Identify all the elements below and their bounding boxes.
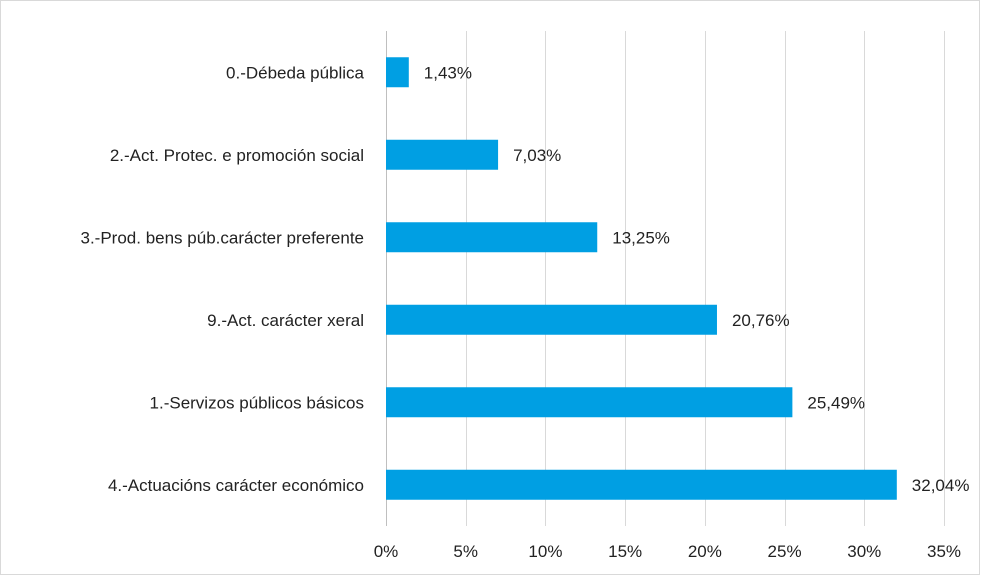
bar (386, 387, 793, 418)
data-label: 20,76% (732, 311, 790, 330)
category-labels: 0.-Débeda pública 2.-Act. Protec. e promo… (81, 63, 365, 495)
x-tick-label: 10% (528, 542, 562, 561)
category-label: 3.-Prod. bens púb.carácter preferente (81, 228, 365, 247)
x-tick-label: 5% (453, 542, 478, 561)
x-tick-label: 0% (374, 542, 399, 561)
data-label: 32,04% (912, 476, 970, 495)
bar (386, 57, 409, 88)
data-label: 25,49% (807, 393, 865, 412)
bar (386, 222, 598, 253)
x-tick-label: 35% (927, 542, 961, 561)
x-tick-label: 15% (608, 542, 642, 561)
bars (386, 57, 897, 500)
bar (386, 304, 717, 335)
category-label: 0.-Débeda pública (226, 63, 365, 82)
data-label: 1,43% (424, 63, 472, 82)
category-label: 2.-Act. Protec. e promoción social (110, 146, 364, 165)
gridlines (386, 31, 945, 526)
x-tick-label: 30% (847, 542, 881, 561)
data-label: 13,25% (612, 228, 670, 247)
bar (386, 139, 499, 170)
x-axis-tick-labels: 0% 5% 10% 15% 20% 25% 30% 35% (374, 542, 961, 561)
data-label: 7,03% (513, 146, 561, 165)
data-labels: 1,43% 7,03% 13,25% 20,76% 25,49% 32,04% (424, 63, 970, 495)
category-label: 9.-Act. carácter xeral (207, 311, 364, 330)
bar (386, 469, 897, 500)
x-tick-label: 25% (768, 542, 802, 561)
category-label: 4.-Actuacións carácter económico (108, 476, 364, 495)
category-label: 1.-Servizos públicos básicos (150, 393, 364, 412)
x-tick-label: 20% (688, 542, 722, 561)
